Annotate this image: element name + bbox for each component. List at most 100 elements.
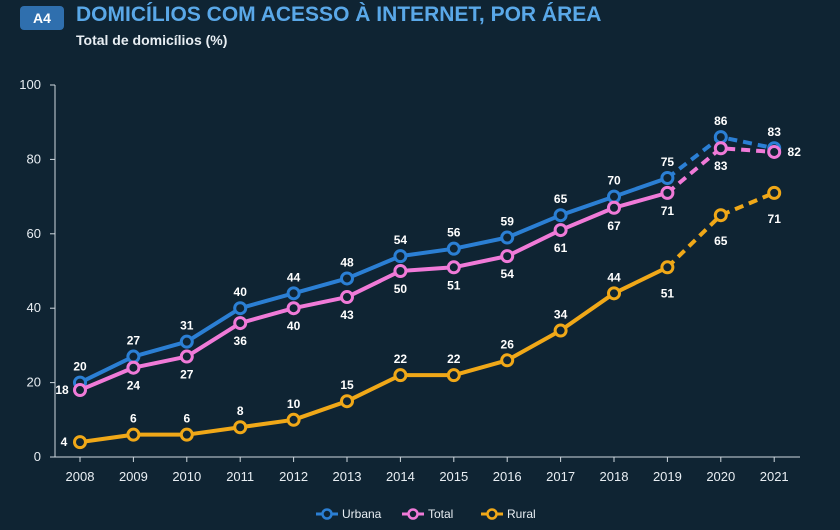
series-line-dashed-rural [666, 191, 775, 269]
data-point-rural [767, 185, 782, 200]
data-point-total [286, 301, 301, 316]
data-point-total [233, 316, 248, 331]
data-label-total: 43 [340, 308, 354, 322]
data-label-total: 82 [788, 145, 802, 159]
x-tick-label: 2020 [706, 469, 735, 484]
data-point-total [660, 185, 675, 200]
legend-marker-total [407, 508, 419, 520]
data-label-rural: 15 [340, 378, 354, 392]
x-tick-label: 2011 [226, 469, 254, 484]
data-point-rural [233, 420, 248, 435]
data-point-urbana [393, 249, 408, 264]
y-tick-label: 60 [27, 226, 41, 241]
data-point-urbana [500, 230, 515, 245]
data-point-total [340, 290, 354, 305]
data-point-urbana [126, 349, 141, 364]
data-label-urbana: 59 [501, 215, 515, 229]
x-tick-label: 2017 [546, 469, 575, 484]
data-label-urbana: 56 [447, 226, 461, 240]
x-tick-label: 2021 [760, 469, 789, 484]
data-label-rural: 22 [447, 352, 461, 366]
data-point-total [126, 360, 141, 375]
data-label-urbana: 70 [607, 174, 621, 188]
data-label-total: 40 [287, 319, 301, 333]
x-axis: 2008 2009 2010 2011 2012 2013 2014 2015 2016 2017… [55, 456, 800, 484]
x-tick-label: 2013 [333, 469, 362, 484]
data-label-rural: 71 [768, 212, 782, 226]
data-point-total [767, 144, 782, 159]
y-axis-label: Total de domicílios (%) [76, 32, 228, 48]
x-tick-label: 2010 [172, 469, 201, 484]
data-label-urbana: 83 [768, 125, 782, 139]
data-point-total [607, 200, 621, 215]
data-label-rural: 4 [61, 435, 68, 449]
data-point-rural [340, 394, 354, 409]
chart-title: DOMICÍLIOS COM ACESSO À INTERNET, POR ÁR… [76, 3, 602, 26]
data-label-urbana: 86 [714, 114, 728, 128]
data-point-total [500, 249, 515, 264]
data-label-total: 71 [661, 204, 675, 218]
legend-marker-rural [486, 508, 498, 520]
data-point-rural [660, 260, 675, 275]
x-tick-label: 2014 [386, 469, 415, 484]
data-label-total: 61 [554, 241, 568, 255]
data-point-urbana [660, 171, 675, 185]
data-label-rural: 65 [714, 234, 728, 248]
data-label-rural: 8 [237, 404, 244, 418]
legend-label-urbana: Urbana [342, 507, 382, 521]
data-point-total [713, 141, 728, 156]
data-label-total: 18 [55, 383, 69, 397]
x-tick-label: 2016 [493, 469, 522, 484]
figure-badge: A4 [20, 6, 64, 30]
data-label-rural: 6 [130, 412, 137, 426]
data-label-urbana: 75 [661, 155, 675, 169]
data-point-rural [126, 427, 141, 442]
x-tick-label: 2009 [119, 469, 148, 484]
data-point-rural [393, 368, 408, 383]
data-label-total: 36 [234, 334, 248, 348]
data-point-urbana [553, 208, 568, 223]
data-label-total: 50 [394, 282, 408, 296]
data-label-total: 54 [501, 267, 515, 281]
series-line-rural [78, 265, 670, 445]
legend: Urbana Total Rural [316, 507, 536, 521]
data-label-urbana: 48 [340, 255, 354, 269]
data-point-total [73, 383, 87, 398]
data-point-total [446, 260, 461, 275]
data-label-rural: 22 [394, 352, 408, 366]
y-tick-label: 0 [34, 449, 41, 464]
data-point-rural [607, 286, 621, 301]
series-line-dashed-total [666, 146, 775, 195]
y-axis: 0 20 40 60 80 100 [19, 77, 56, 464]
data-point-rural [286, 412, 301, 427]
data-point-urbana [340, 271, 354, 286]
legend-marker-urbana [321, 508, 333, 520]
data-label-urbana: 20 [73, 360, 87, 374]
y-tick-label: 20 [27, 375, 41, 390]
data-point-rural [500, 353, 515, 368]
x-tick-label: 2019 [653, 469, 682, 484]
data-label-total: 67 [607, 219, 621, 233]
series-line-total [78, 190, 670, 393]
x-tick-label: 2015 [439, 469, 468, 484]
series-line-urbana [78, 176, 670, 385]
data-label-total: 27 [180, 368, 194, 382]
y-tick-label: 100 [19, 77, 41, 92]
data-label-urbana: 65 [554, 192, 568, 206]
data-label-rural: 51 [661, 286, 675, 300]
data-label-total: 83 [714, 159, 728, 173]
data-point-urbana [446, 241, 461, 256]
data-label-urbana: 54 [394, 233, 408, 247]
data-point-total [553, 223, 568, 238]
series-layer [73, 130, 782, 450]
data-label-total: 24 [127, 379, 141, 393]
data-label-total: 51 [447, 278, 461, 292]
data-point-urbana [233, 301, 248, 316]
y-tick-label: 80 [27, 151, 41, 166]
data-point-urbana [286, 286, 301, 301]
data-point-total [393, 264, 408, 278]
data-point-rural [446, 368, 461, 383]
data-point-rural [179, 427, 194, 442]
legend-label-total: Total [428, 507, 453, 521]
